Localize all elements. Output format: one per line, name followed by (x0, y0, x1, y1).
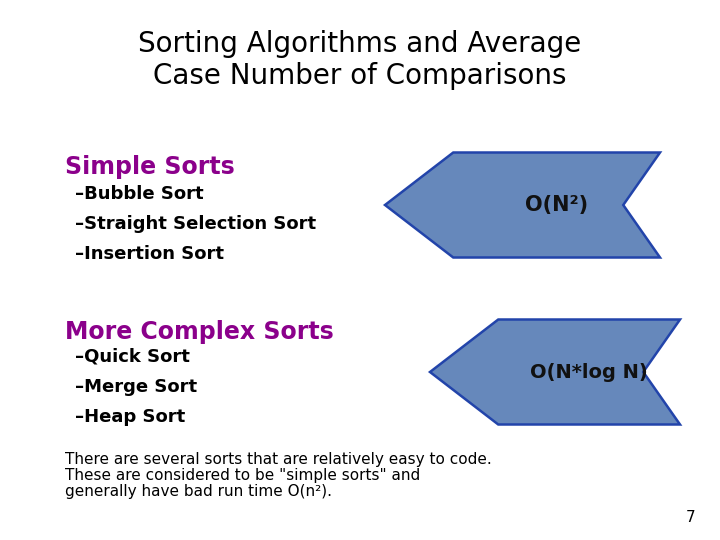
Text: –Straight Selection Sort: –Straight Selection Sort (75, 215, 316, 233)
Text: generally have bad run time O(n²).: generally have bad run time O(n²). (65, 484, 332, 499)
Polygon shape (430, 320, 680, 424)
Text: O(N*log N): O(N*log N) (530, 362, 648, 381)
Text: Simple Sorts: Simple Sorts (65, 155, 235, 179)
Text: –Merge Sort: –Merge Sort (75, 378, 197, 396)
Text: More Complex Sorts: More Complex Sorts (65, 320, 334, 344)
Text: –Insertion Sort: –Insertion Sort (75, 245, 224, 263)
Polygon shape (385, 152, 660, 258)
Text: Sorting Algorithms and Average
Case Number of Comparisons: Sorting Algorithms and Average Case Numb… (138, 30, 582, 90)
Text: O(N²): O(N²) (525, 195, 588, 215)
Text: –Heap Sort: –Heap Sort (75, 408, 185, 426)
Text: –Bubble Sort: –Bubble Sort (75, 185, 204, 203)
Text: –Quick Sort: –Quick Sort (75, 348, 190, 366)
Text: There are several sorts that are relatively easy to code.: There are several sorts that are relativ… (65, 452, 492, 467)
Text: These are considered to be "simple sorts" and: These are considered to be "simple sorts… (65, 468, 420, 483)
Text: 7: 7 (685, 510, 695, 525)
